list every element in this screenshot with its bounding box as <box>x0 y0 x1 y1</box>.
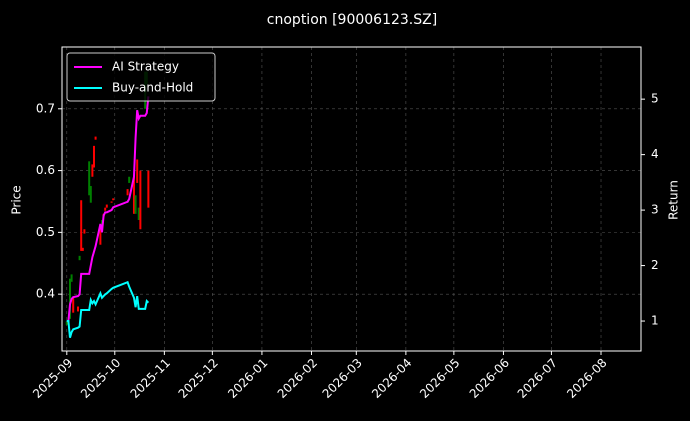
candle-body <box>76 306 79 312</box>
plot-frame <box>61 46 642 352</box>
candle-body <box>126 189 129 196</box>
y2-tick-label: 1 <box>651 314 659 328</box>
y-axis-label: Price <box>10 185 24 214</box>
x-tick-label: 2026-08 <box>564 356 609 401</box>
candle-body <box>94 136 97 140</box>
candle-body <box>147 170 150 208</box>
candle-body <box>78 255 81 261</box>
candle-body <box>65 321 68 326</box>
x-tick-label: 2026-02 <box>275 356 320 401</box>
candle-body <box>72 297 75 313</box>
x-tick-label: 2025-09 <box>30 356 75 401</box>
legend-label: Buy-and-Hold <box>112 81 193 95</box>
candle-body <box>83 229 86 234</box>
line-series <box>66 96 150 323</box>
legend-label: AI Strategy <box>112 60 179 74</box>
x-tick-label: 2025-10 <box>78 356 123 401</box>
y-tick-label: 0.7 <box>36 101 55 115</box>
candle-body <box>89 186 92 203</box>
legend: AI Strategy Buy-and-Hold <box>66 52 216 102</box>
y-tick-label: 0.5 <box>36 225 55 239</box>
candle-body <box>92 145 95 168</box>
x-tick-label: 2026-07 <box>515 356 560 401</box>
y2-tick-label: 2 <box>651 258 659 272</box>
y-tick-label: 0.4 <box>36 287 55 301</box>
x-tick-label: 2026-06 <box>467 356 512 401</box>
y2-tick-label: 3 <box>651 203 659 217</box>
candle-body <box>88 161 91 196</box>
y2-tick-label: 4 <box>651 147 659 161</box>
x-tick-label: 2026-01 <box>225 356 270 401</box>
candle-body <box>99 229 102 245</box>
candle-body <box>139 170 142 230</box>
candle-body <box>134 195 137 214</box>
candle-body <box>136 159 139 183</box>
candle-body <box>128 176 131 183</box>
y-tick-label: 0.6 <box>36 163 55 177</box>
candle-body <box>91 164 94 177</box>
x-tick-label: 2026-03 <box>320 356 365 401</box>
candle-body <box>105 204 108 208</box>
y2-tick-label: 5 <box>651 92 659 106</box>
legend-box <box>66 52 216 102</box>
candle-body <box>80 200 83 251</box>
candle-body <box>137 207 140 221</box>
candle-body <box>68 278 71 319</box>
candle-body <box>81 247 84 251</box>
x-tick-label: 2026-05 <box>417 356 462 401</box>
y2-axis-label: Return <box>667 180 681 220</box>
candle-body <box>112 198 115 201</box>
x-tick-label: 2025-11 <box>128 356 173 401</box>
candle-body <box>110 201 113 203</box>
x-tick-label: 2025-12 <box>176 356 221 401</box>
candle-body <box>132 176 135 214</box>
chart-title: cnoption [90006123.SZ] <box>267 12 437 28</box>
x-tick-label: 2026-04 <box>369 356 414 401</box>
candle-body <box>104 207 107 211</box>
candle-body <box>70 274 73 282</box>
line-series <box>66 280 150 338</box>
